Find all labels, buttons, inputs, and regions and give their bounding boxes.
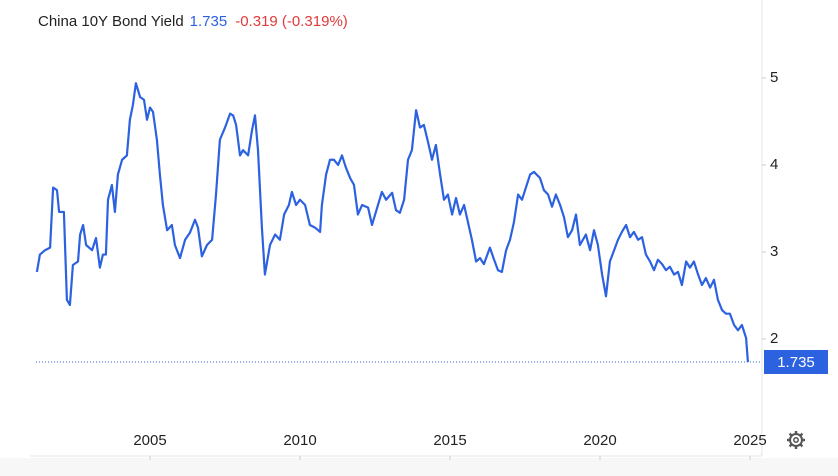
y-tick-label: 2 [770,330,778,347]
price-change: -0.319 (-0.319%) [235,13,348,30]
y-tick-label: 4 [770,156,778,173]
price-line [35,82,749,363]
last-price-box [764,349,828,374]
settings-icon[interactable] [787,431,805,449]
x-tick-label: 2015 [433,432,466,449]
y-tick-label: 5 [770,69,778,86]
x-tick-label: 2020 [583,432,616,449]
y-tick-label: 3 [770,243,778,260]
gear-teeth [787,431,805,449]
footer-strip [0,458,838,476]
last-price-label: 1.735 [777,354,815,371]
x-tick-label: 2005 [133,432,166,449]
x-tick-label: 2025 [733,432,766,449]
gear-hub [793,437,799,443]
x-tick-label: 2010 [283,432,316,449]
chart-title: China 10Y Bond Yield [38,13,184,30]
price: 1.735 [190,13,228,30]
